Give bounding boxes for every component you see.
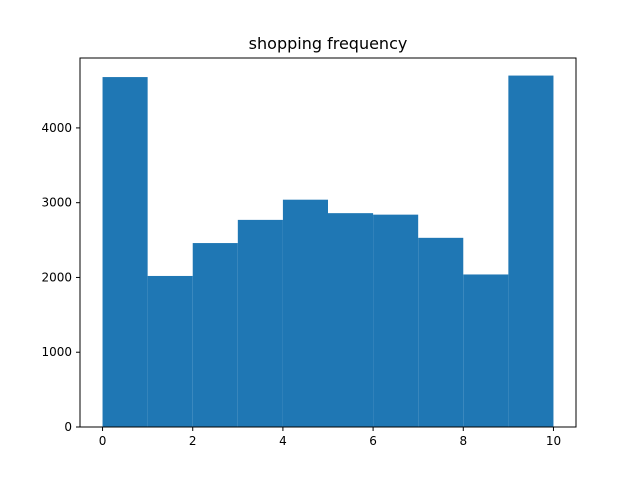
histogram-bar: [508, 75, 554, 428]
x-tick-label: 0: [99, 434, 107, 448]
histogram-bar: [463, 274, 509, 427]
histogram-bar: [102, 77, 148, 428]
x-tick-label: 6: [369, 434, 377, 448]
y-tick-label: 0: [64, 420, 72, 434]
y-tick-label: 3000: [41, 196, 72, 210]
histogram-bar: [237, 219, 283, 427]
histogram-bar: [192, 243, 238, 427]
plot-frame: [79, 57, 577, 428]
histogram-bar: [328, 213, 374, 427]
x-axis-ticks: 0 2 4 6 8 10: [99, 427, 561, 448]
y-axis-ticks: 0 1000 2000 3000 4000: [41, 121, 80, 434]
x-tick-label: 2: [189, 434, 197, 448]
chart-title: shopping frequency: [249, 34, 408, 53]
x-tick-label: 10: [546, 434, 561, 448]
y-tick-label: 4000: [41, 121, 72, 135]
histogram-bar: [373, 214, 419, 427]
bars-group: [102, 75, 554, 428]
y-tick-label: 2000: [41, 270, 72, 284]
histogram-bar: [282, 199, 328, 427]
histogram-bar: [147, 275, 193, 427]
x-tick-label: 8: [459, 434, 467, 448]
y-tick-label: 1000: [41, 345, 72, 359]
x-tick-label: 4: [279, 434, 287, 448]
histogram-bar: [418, 237, 464, 427]
